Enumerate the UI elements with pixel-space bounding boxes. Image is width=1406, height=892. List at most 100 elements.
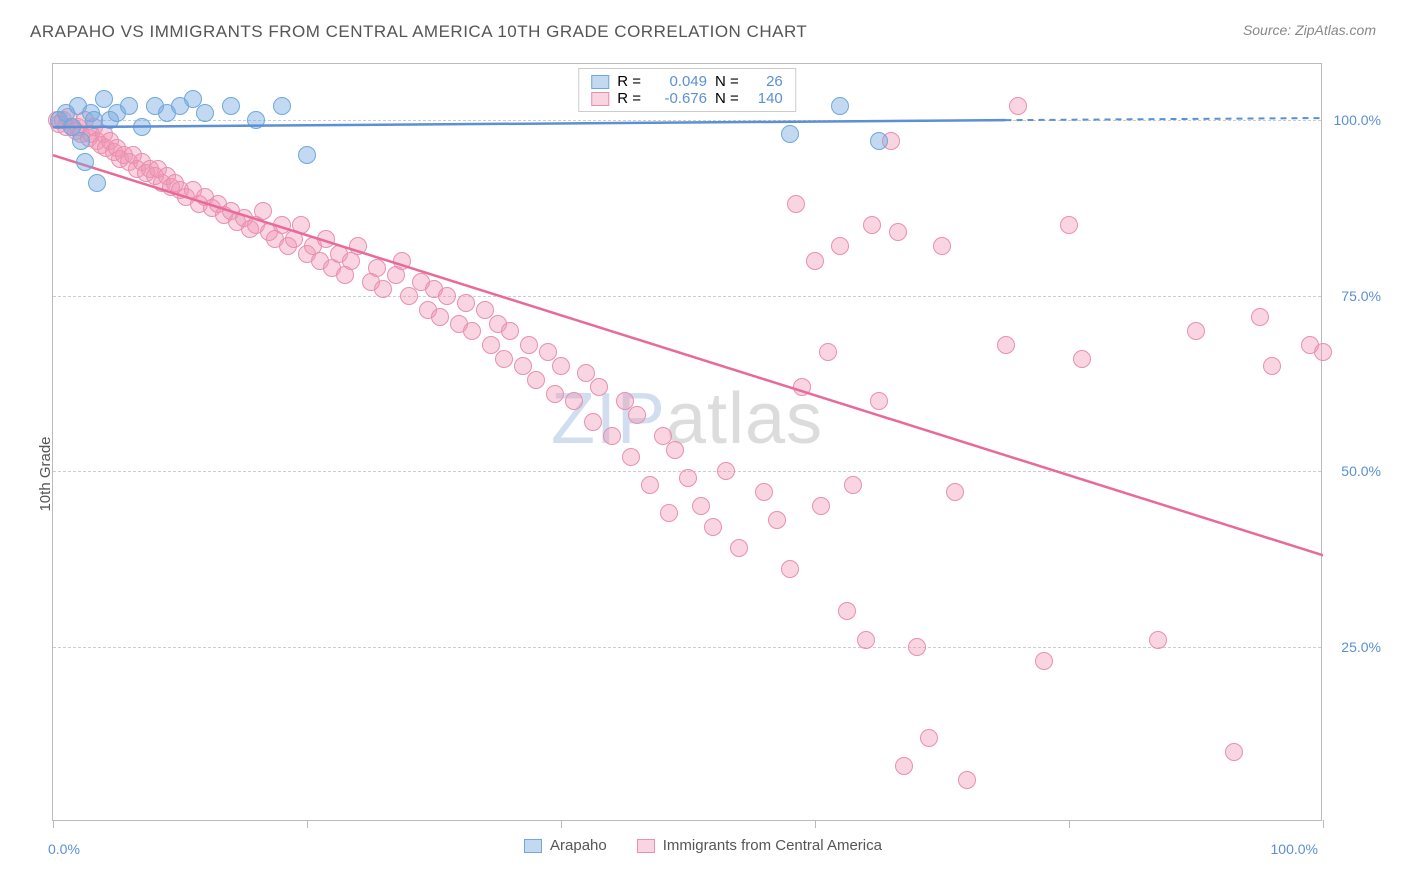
r-value-immigrants: -0.676 [649,90,707,107]
data-point-immigrants [704,518,722,536]
x-tick [1069,820,1070,828]
y-tick-label: 75.0% [1341,288,1381,304]
data-point-immigrants [1035,652,1053,670]
data-point-immigrants [1009,97,1027,115]
x-tick [815,820,816,828]
data-point-immigrants [501,322,519,340]
n-value-immigrants: 140 [747,90,783,107]
plot-area: ZIPatlas R = 0.049 N = 26 R = -0.676 N =… [52,63,1322,821]
data-point-immigrants [1225,743,1243,761]
data-point-immigrants [1073,350,1091,368]
data-point-immigrants [838,602,856,620]
data-point-immigrants [920,729,938,747]
data-point-immigrants [400,287,418,305]
data-point-arapaho [247,111,265,129]
data-point-immigrants [552,357,570,375]
data-point-arapaho [831,97,849,115]
swatch-immigrants-icon [591,92,609,106]
legend-stats-row-arapaho: R = 0.049 N = 26 [591,73,783,90]
trend-line-immigrants [53,64,1323,822]
y-tick-label: 100.0% [1334,112,1381,128]
data-point-immigrants [565,392,583,410]
data-point-immigrants [895,757,913,775]
data-point-immigrants [438,287,456,305]
data-point-immigrants [1149,631,1167,649]
legend-item-immigrants: Immigrants from Central America [637,837,882,854]
data-point-arapaho [88,174,106,192]
data-point-immigrants [590,378,608,396]
data-point-arapaho [298,146,316,164]
data-point-immigrants [368,259,386,277]
legend-label-arapaho: Arapaho [550,837,607,854]
n-value-arapaho: 26 [747,73,783,90]
data-point-immigrants [546,385,564,403]
data-point-immigrants [1263,357,1281,375]
legend-item-arapaho: Arapaho [524,837,607,854]
r-value-arapaho: 0.049 [649,73,707,90]
data-point-immigrants [1314,343,1332,361]
legend-series: Arapaho Immigrants from Central America [0,837,1406,854]
data-point-immigrants [831,237,849,255]
data-point-arapaho [120,97,138,115]
data-point-immigrants [374,280,392,298]
data-point-immigrants [857,631,875,649]
data-point-immigrants [812,497,830,515]
x-axis-label-left: 0.0% [48,841,80,857]
data-point-immigrants [292,216,310,234]
data-point-immigrants [520,336,538,354]
data-point-arapaho [222,97,240,115]
x-tick [53,820,54,828]
data-point-immigrants [393,252,411,270]
data-point-immigrants [692,497,710,515]
data-point-immigrants [584,413,602,431]
data-point-immigrants [819,343,837,361]
data-point-arapaho [273,97,291,115]
data-point-immigrants [527,371,545,389]
data-point-immigrants [1060,216,1078,234]
data-point-immigrants [997,336,1015,354]
data-point-immigrants [717,462,735,480]
data-point-immigrants [254,202,272,220]
data-point-immigrants [730,539,748,557]
x-tick [1323,820,1324,828]
data-point-immigrants [793,378,811,396]
data-point-arapaho [133,118,151,136]
data-point-immigrants [958,771,976,789]
legend-stats-row-immigrants: R = -0.676 N = 140 [591,90,783,107]
gridline [53,120,1321,121]
data-point-arapaho [72,132,90,150]
swatch-arapaho-icon [591,75,609,89]
data-point-arapaho [76,153,94,171]
y-tick-label: 50.0% [1341,463,1381,479]
trend-line-arapaho [53,64,1323,822]
data-point-immigrants [641,476,659,494]
data-point-immigrants [946,483,964,501]
data-point-immigrants [844,476,862,494]
data-point-immigrants [768,511,786,529]
gridline [53,296,1321,297]
data-point-immigrants [787,195,805,213]
data-point-immigrants [622,448,640,466]
data-point-immigrants [781,560,799,578]
data-point-immigrants [463,322,481,340]
legend-label-immigrants: Immigrants from Central America [663,837,882,854]
data-point-immigrants [495,350,513,368]
data-point-immigrants [755,483,773,501]
data-point-immigrants [1251,308,1269,326]
data-point-immigrants [933,237,951,255]
y-tick-label: 25.0% [1341,639,1381,655]
data-point-arapaho [85,111,103,129]
data-point-immigrants [863,216,881,234]
swatch-arapaho-icon [524,839,542,853]
data-point-immigrants [457,294,475,312]
data-point-arapaho [196,104,214,122]
data-point-immigrants [679,469,697,487]
data-point-immigrants [806,252,824,270]
data-point-immigrants [628,406,646,424]
chart-title: ARAPAHO VS IMMIGRANTS FROM CENTRAL AMERI… [30,22,807,42]
data-point-immigrants [431,308,449,326]
data-point-immigrants [908,638,926,656]
gridline [53,647,1321,648]
data-point-immigrants [1187,322,1205,340]
legend-stats: R = 0.049 N = 26 R = -0.676 N = 140 [578,68,796,112]
